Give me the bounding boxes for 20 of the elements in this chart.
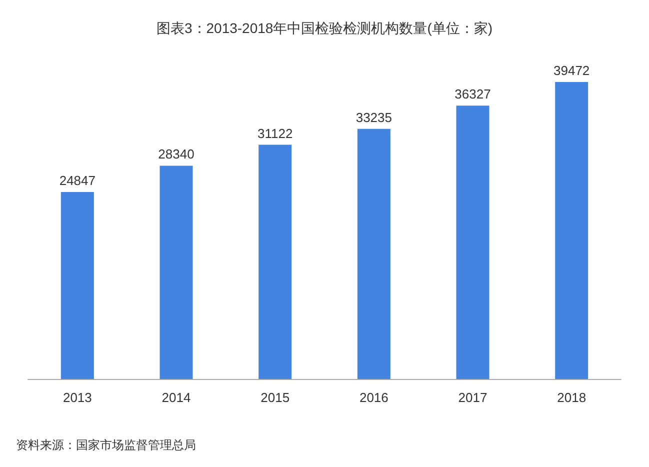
bar <box>258 144 292 379</box>
x-tick-label: 2016 <box>359 390 388 405</box>
bar <box>456 106 490 379</box>
data-label: 39472 <box>554 62 590 78</box>
data-label: 24847 <box>59 173 96 188</box>
x-tick-label: 2013 <box>62 390 92 405</box>
data-label: 36327 <box>454 86 491 102</box>
data-label: 33235 <box>356 110 392 125</box>
text: 资料来源：国家市场监督管理总局 <box>16 438 196 452</box>
x-tick-label: 2018 <box>557 390 586 405</box>
x-tick-label: 2015 <box>260 390 290 405</box>
chart-title: 图表3：2013-2018年中国检验检测机构数量(单位：家) <box>156 20 493 36</box>
data-label: 31122 <box>257 126 293 141</box>
bar <box>60 192 94 379</box>
x-tick-label: 2017 <box>458 390 488 405</box>
data-label: 28340 <box>158 146 194 162</box>
bar <box>555 82 588 379</box>
bar <box>357 128 390 379</box>
x-tick-label: 2014 <box>162 390 191 405</box>
bar <box>160 166 193 379</box>
